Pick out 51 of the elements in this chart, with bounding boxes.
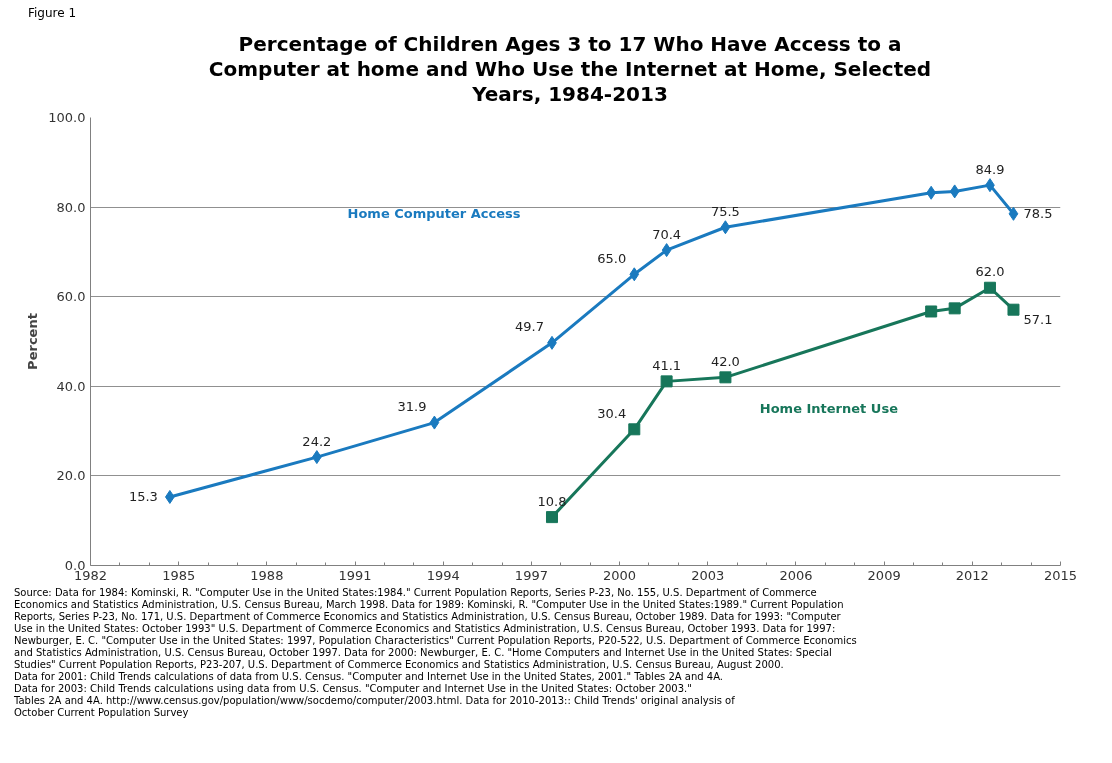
data-label: 84.9: [975, 161, 1005, 177]
point: [719, 371, 732, 384]
data-label: 30.4: [597, 405, 627, 421]
data-label: 65.0: [597, 250, 627, 266]
data-label: 49.7: [515, 319, 544, 335]
x-tick-label: 1991: [338, 567, 372, 583]
point: [925, 305, 938, 318]
point: [1008, 206, 1019, 221]
point: [1007, 303, 1020, 316]
data-label: 70.4: [652, 226, 682, 242]
y-tick-label: 20.0: [56, 468, 86, 484]
x-tick-label: 2012: [955, 567, 989, 583]
point: [628, 423, 641, 436]
y-tick-label: 100.0: [48, 110, 86, 126]
caption: Figure 1: [28, 5, 77, 22]
data-label: 62.0: [975, 264, 1005, 280]
data-label: 31.9: [397, 399, 427, 415]
x-tick-label: 2000: [603, 567, 637, 583]
x-tick-label: 2003: [691, 567, 725, 583]
point: [429, 415, 440, 430]
data-label: 42.0: [710, 353, 740, 369]
data-label: 41.1: [652, 358, 682, 374]
point: [983, 281, 996, 294]
point: [661, 243, 672, 258]
text: Home Internet Use: [759, 401, 899, 417]
data-label: 24.2: [302, 433, 332, 449]
point: [629, 267, 640, 282]
point: [949, 184, 960, 199]
data-label: 15.3: [128, 489, 158, 505]
data-label: 57.1: [1023, 312, 1053, 328]
y-tick-label: 60.0: [56, 289, 86, 305]
text: Source: Data for 1984: Kominski, R. "Computer Use in the United States:1984." Current Population Reports, Series P-23, No. 155, U.S. Department of Commerce Economics and Statistics Administration, U.S. Census Bureau, March 1998. Data for 1989: Kominski, R. "Computer Use in the United States:1989." Current Population Reports, Series P-23, No. 171, U.S. Department of Commerce Economics and Statistics Administration, U.S. Census Bureau, October 1989. Data for 1993: "Computer Use in the United States: October 1993" U.S. Department of Commerce Economics and Statistics Administration, U.S. Census Bureau, October 1993. Data for 1997: Newburger, E. C. "Computer Use in the United States: 1997, Population Characteristics" Current Population Reports, P20-522, U.S. Department of Commerce Economics and Statistics Administration, U.S. Census Bureau, October 1997. Data for 2000: Newburger, E. C. "Home Computers and Internet Use in the United States: Special Studies" Current Population Reports, P23-207, U.S. Department of Commerce Economics and Statistics Administration, U.S. Census Bureau, August 2000. Data for 2001: Child Trends calculations of data from U.S. Census. "Computer and Internet Use in the United States, 2001." Tables 2A and 4A. Data for 2003: Child Trends calculations using data from U.S. Census. "Computer and Internet Use in the United States: October 2003." Tables 2A and 4A. http://www.census.gov/population/www/socdemo/computer/2003.html. Data for 2010-2013:: Child Trends' original analysis of October Current Population Survey: [14, 587, 857, 719]
chart-title: Percentage of Children Ages 3 to 17 Who Have Access to a Computer at home and Who Use the Internet at Home, Selected Years, 1984-2013: [207, 32, 933, 108]
point: [720, 220, 731, 235]
x-tick-label: 2015: [1043, 567, 1078, 583]
point: [948, 302, 961, 315]
text: Home Computer Access: [347, 206, 521, 222]
x-tick-label: 2009: [867, 567, 901, 583]
x-tick-label: 1985: [162, 567, 196, 583]
y-axis-title: Percent: [25, 313, 41, 371]
y-tick-label: 80.0: [56, 199, 86, 215]
data-label: 10.8: [537, 493, 567, 509]
y-tick-label: 40.0: [56, 378, 86, 394]
x-tick-label: 1988: [250, 567, 284, 583]
data-label: 78.5: [1023, 206, 1053, 222]
x-tick-label: 1997: [514, 567, 548, 583]
data-label: 75.5: [710, 203, 740, 219]
point: [660, 375, 673, 388]
point: [545, 511, 558, 524]
x-tick-label: 2006: [779, 567, 813, 583]
x-tick-label: 1994: [426, 567, 460, 583]
